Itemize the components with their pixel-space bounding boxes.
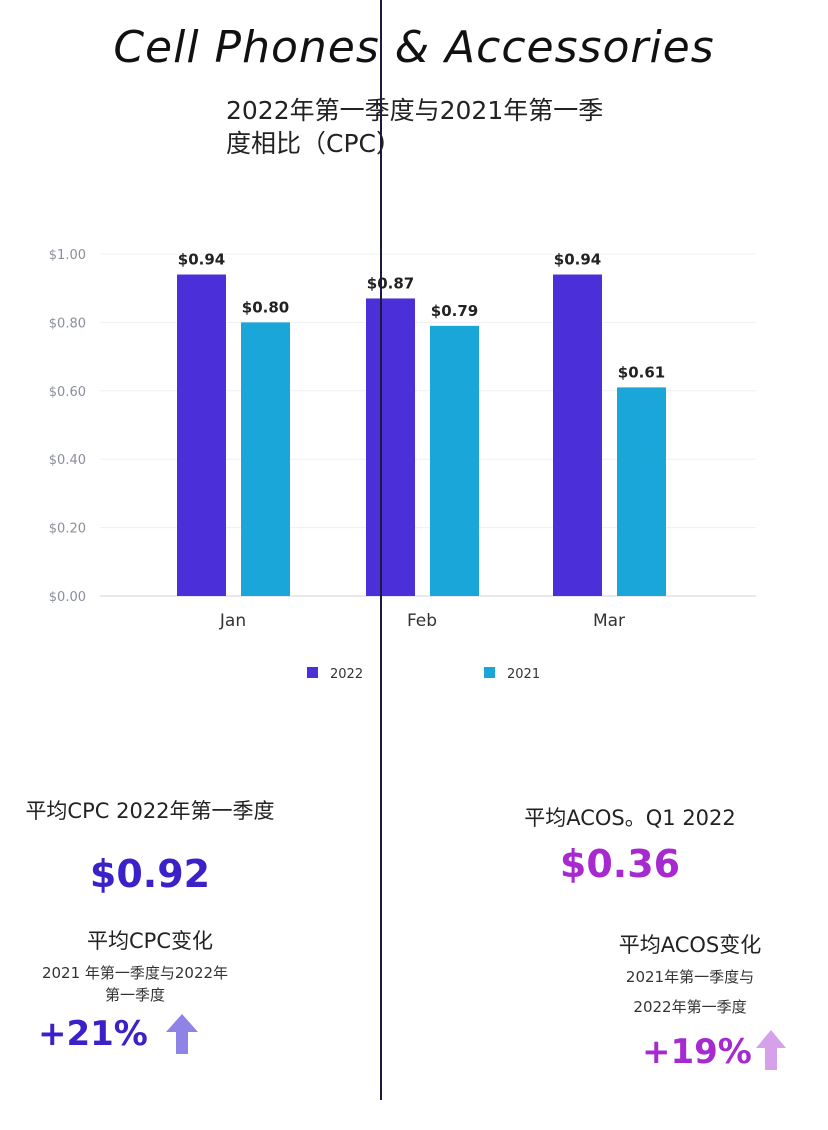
bar-2021-Mar	[617, 387, 666, 596]
arrow-up-icon	[166, 1014, 198, 1054]
data-label: $0.80	[242, 298, 289, 316]
acos-change-value: +19%	[642, 1032, 752, 1072]
bar-2022-Jan	[177, 274, 226, 596]
cpc-change-title: 平均CPC变化	[87, 929, 213, 953]
y-tick-label: $0.60	[49, 385, 86, 400]
bar-chart: $0.00 $0.20 $0.40 $0.60 $0.80 $1.00 $0.94 $0.80…	[49, 248, 756, 682]
y-tick-label: $0.20	[49, 522, 86, 537]
legend-swatch-2022	[307, 667, 318, 678]
avg-cpc-value: $0.92	[89, 852, 211, 896]
data-label: $0.61	[618, 363, 665, 381]
legend-label: 2022	[330, 667, 363, 682]
legend-label: 2021	[507, 667, 540, 682]
y-tick-label: $1.00	[49, 248, 86, 263]
cpc-change-value: +21%	[38, 1014, 148, 1054]
x-tick-label: Mar	[593, 611, 625, 631]
divider-line	[380, 0, 382, 1100]
bar-2021-Feb	[430, 325, 479, 596]
acos-change-subtitle-2: 2022年第一季度	[633, 998, 747, 1016]
data-label: $0.94	[554, 251, 601, 269]
chart-subtitle: 2022年第一季度与2021年第一季度相比（CPC）	[226, 96, 604, 158]
x-tick-label: Feb	[407, 611, 437, 631]
cpc-change-subtitle: 2021 年第一季度与2022年第一季度	[41, 964, 229, 1004]
avg-acos-title: 平均ACOS。Q1 2022	[524, 806, 736, 830]
bar-2022-Feb	[366, 298, 415, 596]
bar-2022-Mar	[553, 274, 602, 596]
acos-change-subtitle-1: 2021年第一季度与	[625, 968, 755, 986]
data-label: $0.87	[367, 274, 414, 292]
y-tick-label: $0.00	[49, 590, 86, 605]
data-label: $0.94	[178, 251, 225, 269]
y-tick-label: $0.80	[49, 316, 86, 331]
arrow-up-icon	[756, 1030, 786, 1070]
data-label: $0.79	[431, 302, 478, 320]
x-tick-label: Jan	[219, 611, 246, 631]
y-tick-label: $0.40	[49, 453, 86, 468]
bar-2021-Jan	[241, 322, 290, 596]
legend-swatch-2021	[484, 667, 495, 678]
page-title: Cell Phones & Accessories	[113, 22, 715, 73]
avg-acos-value: $0.36	[559, 842, 681, 886]
acos-change-title: 平均ACOS变化	[618, 933, 762, 957]
avg-cpc-title: 平均CPC 2022年第一季度	[25, 799, 275, 823]
